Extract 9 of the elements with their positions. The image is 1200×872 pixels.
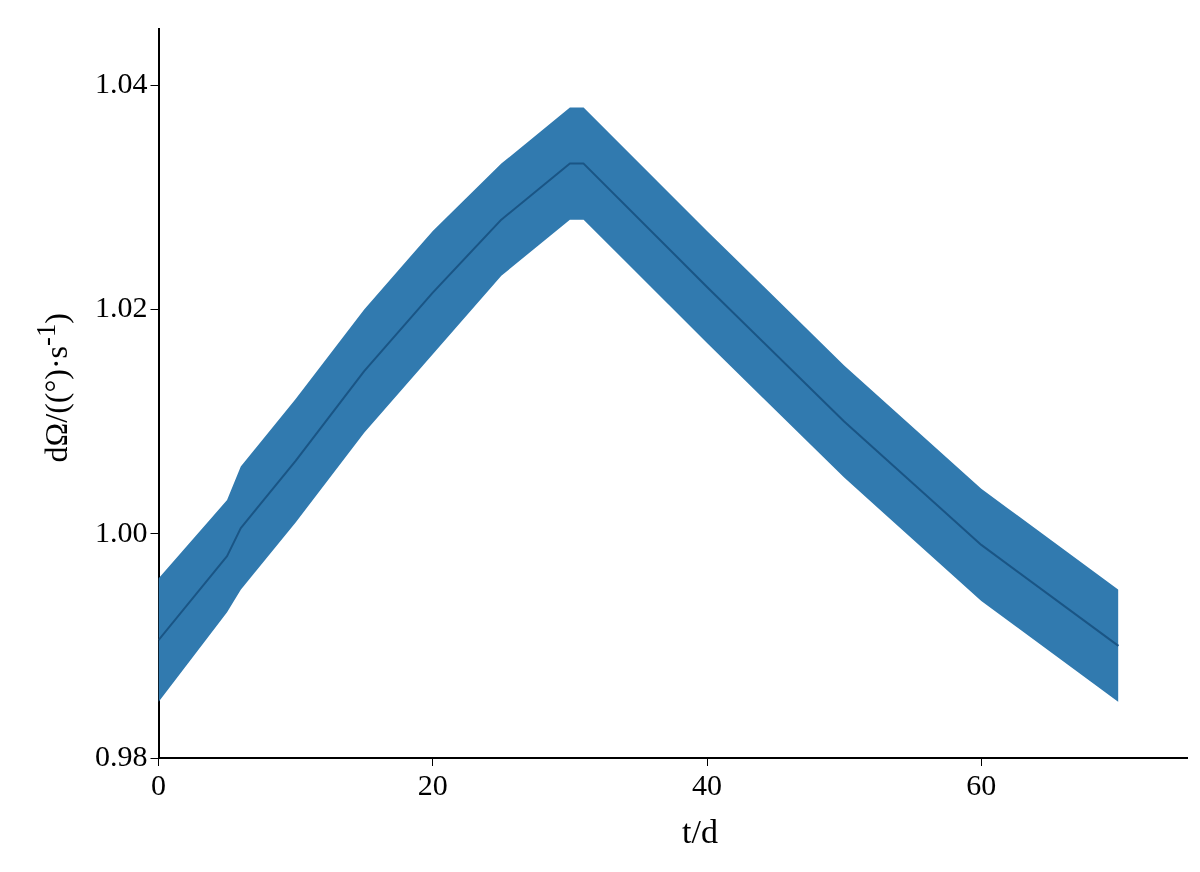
x-tick-label: 0: [151, 767, 166, 801]
y-tick-label: 0.98: [95, 738, 148, 772]
x-tick-label: 60: [966, 767, 997, 801]
x-tick-label: 20: [417, 767, 448, 801]
x-axis-title: t/d: [681, 813, 719, 851]
y-tick-label: 1.00: [95, 514, 148, 548]
y-tick-label: 1.04: [95, 65, 148, 99]
x-tick-label: 40: [692, 767, 723, 801]
y-tick-label: 1.02: [95, 290, 148, 324]
